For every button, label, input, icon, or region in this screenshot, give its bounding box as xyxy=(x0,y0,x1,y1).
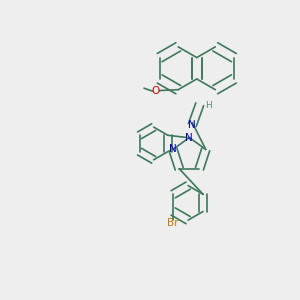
Text: N: N xyxy=(188,120,196,130)
Text: N: N xyxy=(169,144,177,154)
Text: Br: Br xyxy=(167,218,179,228)
Text: N: N xyxy=(185,133,193,142)
Text: O: O xyxy=(152,86,160,96)
Text: H: H xyxy=(205,101,212,110)
